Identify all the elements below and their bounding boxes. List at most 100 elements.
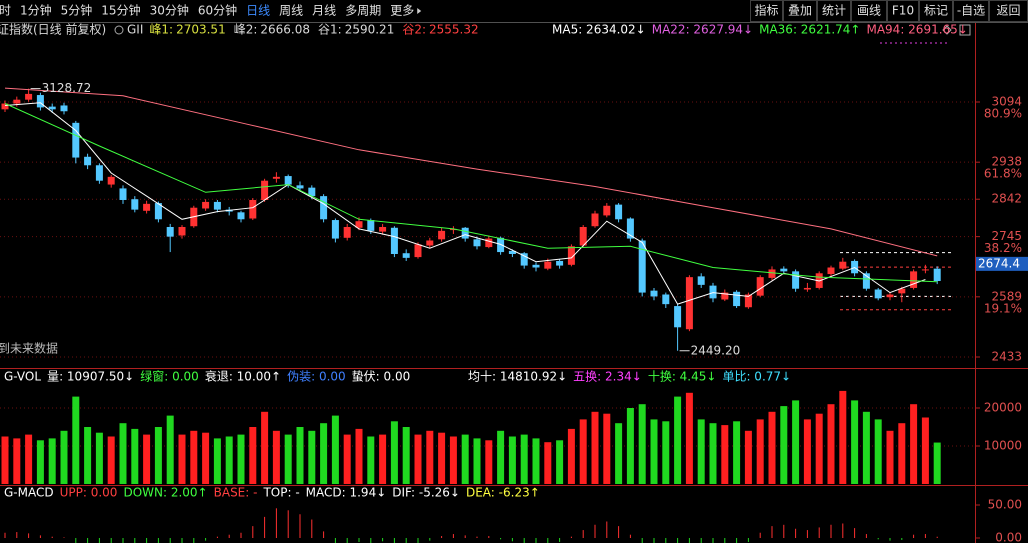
candle-body <box>284 176 292 185</box>
toolbar-button-label[interactable]: 指标 <box>754 3 778 18</box>
candle-body <box>119 188 127 200</box>
candle-body <box>213 201 221 210</box>
toolbar-button-label[interactable]: F10 <box>892 4 914 18</box>
legend-text: MA36: 2621.74↑ <box>759 23 860 37</box>
volume-bar <box>390 421 398 484</box>
volume-bar <box>402 427 410 484</box>
toolbar-button-label[interactable]: 统计 <box>822 4 846 18</box>
legend-text: 绿窗: 0.00 <box>140 369 199 384</box>
candle-body <box>591 213 599 227</box>
candle-body <box>756 277 764 296</box>
toolbar-tab[interactable]: 多周期 <box>345 4 381 18</box>
candle-body <box>473 239 481 247</box>
volume-bar <box>154 427 162 484</box>
volume-bar <box>414 434 422 484</box>
volume-bar <box>520 434 528 484</box>
legend-text: 峰1: <box>149 23 173 37</box>
candle-body <box>532 264 540 268</box>
volume-bar <box>1 436 9 484</box>
volume-bar <box>131 428 139 484</box>
toolbar-tab[interactable]: 1分钟 <box>20 3 52 18</box>
volume-bar <box>272 430 280 484</box>
y-tick-label: 50.00 <box>988 498 1022 512</box>
volume-bar <box>485 440 493 484</box>
candle-body <box>556 260 564 266</box>
volume-bar <box>933 442 941 484</box>
toolbar-button-label[interactable]: 返回 <box>996 4 1020 18</box>
toolbar-tab[interactable]: 周线 <box>279 4 303 18</box>
toolbar-button-label[interactable]: 标记 <box>924 4 948 18</box>
volume-bar <box>202 432 210 484</box>
volume-bar <box>803 419 811 484</box>
annotation: 3128.72 <box>42 81 92 95</box>
candle-body <box>674 306 682 328</box>
candle-body <box>485 238 493 248</box>
toolbar-tab[interactable]: 更多 <box>390 4 414 18</box>
toolbar-button-label[interactable]: 叠加 <box>788 4 812 18</box>
volume-bar <box>650 419 658 484</box>
candle-body <box>72 122 80 158</box>
toolbar-button[interactable] <box>851 0 887 22</box>
ma-line <box>4 103 938 283</box>
candle-body <box>697 276 705 285</box>
fib-label: 61.8% <box>984 167 1022 181</box>
toolbar-tab[interactable]: 30分钟 <box>150 3 189 18</box>
candle-body <box>36 95 44 108</box>
candle-body <box>1 103 9 110</box>
y-tick-label: 2745 <box>991 229 1022 243</box>
legend-text: 证指数(日线 前复权) <box>0 22 106 37</box>
toolbar-button-label[interactable]: 画线 <box>857 4 881 18</box>
legend-text: 2555.32 <box>429 23 479 37</box>
y-tick-label: 2938 <box>991 155 1022 169</box>
volume-bar <box>851 400 859 484</box>
candle-body <box>792 271 800 289</box>
volume-bar <box>544 442 552 484</box>
toolbar-button[interactable] <box>750 0 783 22</box>
candle-body <box>685 277 693 330</box>
legend-text: 2590.21 <box>345 23 395 37</box>
volume-bar <box>709 423 717 484</box>
toolbar-button[interactable] <box>817 0 851 22</box>
legend-text: DEA: -6.23↑ <box>466 486 540 500</box>
candle-body <box>544 261 552 269</box>
candle-body <box>95 165 103 181</box>
legend-text: G-MACD <box>4 486 54 500</box>
legend-text: 均十: 14810.92↓ <box>468 370 567 384</box>
legend-text: 2703.51 <box>176 23 226 37</box>
candle-body <box>331 220 339 239</box>
volume-bar <box>874 419 882 484</box>
toolbar-tab[interactable]: 时 <box>0 4 11 18</box>
volume-bar <box>331 415 339 484</box>
window-icon[interactable] <box>959 24 971 36</box>
toolbar-button[interactable] <box>783 0 817 22</box>
legend-text: GII <box>127 23 143 37</box>
legend-text: 2666.08 <box>260 23 310 37</box>
toolbar-tab[interactable]: 60分钟 <box>198 3 237 18</box>
legend-text: MA94: 2691.65↓ <box>866 23 967 37</box>
volume-bar <box>36 440 44 484</box>
candle-body <box>272 176 280 179</box>
toolbar-button[interactable] <box>953 0 989 22</box>
volume-bar <box>744 430 752 484</box>
volume-bar <box>886 430 894 484</box>
candle-body <box>626 218 634 239</box>
volume-bar <box>862 411 870 484</box>
volume-bar <box>296 427 304 484</box>
toolbar-tab[interactable]: 月线 <box>312 4 336 18</box>
volume-bar <box>237 434 245 484</box>
volume-bar <box>13 438 21 484</box>
candle-body <box>933 268 941 282</box>
toolbar-tab[interactable]: 15分钟 <box>101 3 140 18</box>
toolbar-tab[interactable]: 日线 <box>246 4 270 18</box>
toolbar-tab[interactable]: 5分钟 <box>61 3 93 18</box>
candle-body <box>154 203 162 220</box>
volume-bar <box>921 417 929 484</box>
volume-bar <box>567 428 575 484</box>
toolbar-button[interactable] <box>919 0 953 22</box>
toolbar-button[interactable] <box>887 0 919 22</box>
candle-body <box>874 289 882 299</box>
toolbar-button-label[interactable]: -自选 <box>957 4 985 18</box>
diamond-icon[interactable] <box>942 25 952 35</box>
volume-bar <box>119 423 127 484</box>
